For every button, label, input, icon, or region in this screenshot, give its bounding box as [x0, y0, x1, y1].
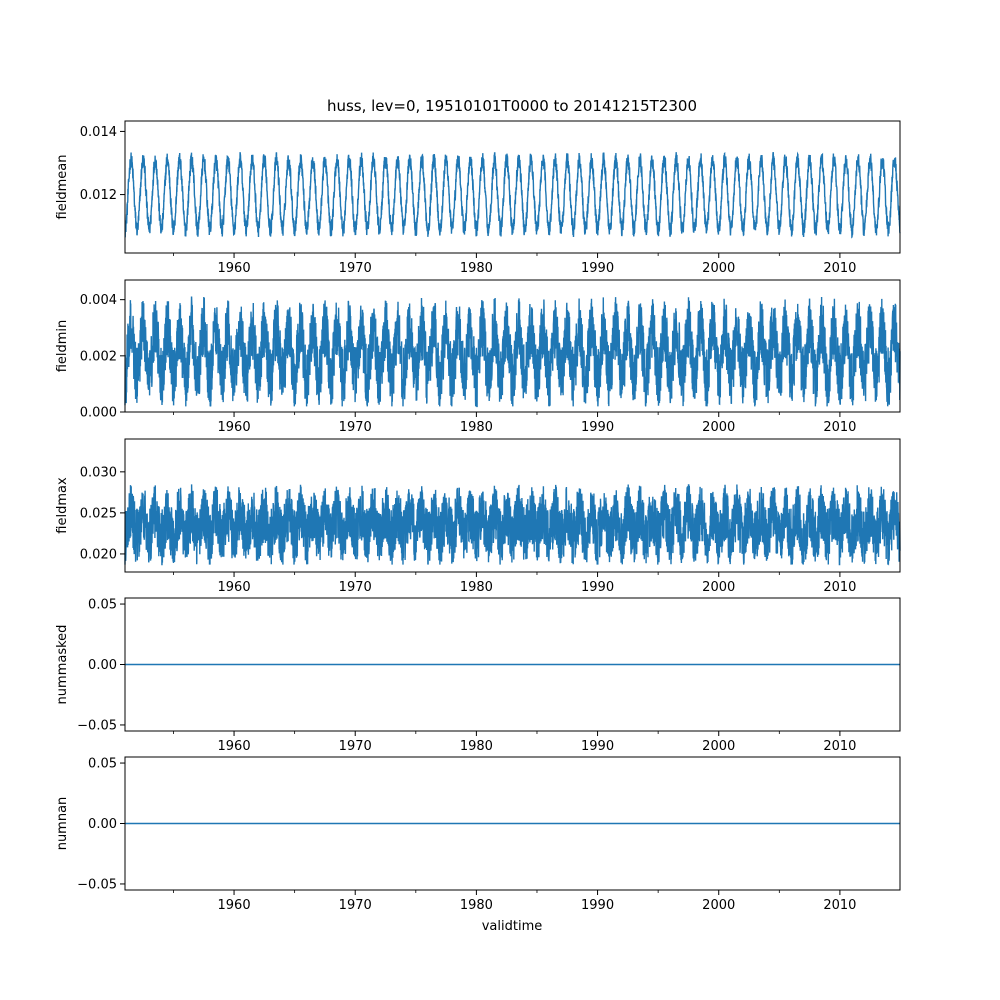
panel-fieldmean: 1960 1970 1980 1990 2000 2010 0.012 0.014 fieldm… [55, 120, 901, 276]
x-tick-label: 2010 [823, 739, 856, 754]
x-tick-label: 1990 [581, 261, 614, 276]
x-tick-label: 1960 [218, 420, 251, 435]
x-tick-label: 1970 [339, 898, 372, 913]
y-tick-label: −0.05 [77, 718, 117, 733]
x-tick-label: 1980 [460, 580, 493, 595]
axes-frame-fieldmax [124, 438, 901, 573]
series-line-fieldmax [124, 484, 901, 566]
x-tick-label: 1990 [581, 420, 614, 435]
y-tick-label: 0.025 [80, 506, 117, 521]
x-tick-label: 1980 [460, 898, 493, 913]
y-axis-label: fieldmax [55, 477, 70, 534]
axes-frame-fieldmin [124, 279, 901, 413]
x-tick-label: 1970 [339, 739, 372, 754]
x-tick-label: 2000 [702, 898, 735, 913]
panel-fieldmin: 1960 1970 1980 1990 2000 2010 0.000 0.002 0.004 f… [55, 279, 901, 435]
y-axis-label: numnan [55, 797, 70, 851]
x-tick-label: 2000 [702, 580, 735, 595]
y-axis-label: fieldmean [55, 155, 70, 220]
y-tick-label: 0.002 [80, 349, 117, 364]
x-tick-label: 2010 [823, 420, 856, 435]
x-axis-label: validtime [482, 919, 543, 934]
x-tick-label: 2010 [823, 580, 856, 595]
y-tick-label: 0.014 [80, 125, 117, 140]
panel-numnan: 1960 1970 1980 1990 2000 2010 −0.05 0.00 0.05 num… [55, 756, 901, 913]
panel-fieldmax: 1960 1970 1980 1990 2000 2010 0.020 0.025 0.030 f… [55, 438, 901, 595]
y-tick-label: 0.012 [80, 188, 117, 203]
y-tick-label: 0.00 [88, 658, 117, 673]
y-axis-label: fieldmin [55, 320, 70, 373]
y-axis-label: nummasked [55, 625, 70, 705]
series-line-fieldmin [124, 296, 901, 408]
x-tick-label: 2010 [823, 898, 856, 913]
y-tick-label: 0.030 [80, 465, 117, 480]
x-tick-label: 1960 [218, 580, 251, 595]
x-tick-label: 1990 [581, 739, 614, 754]
x-tick-label: 1970 [339, 420, 372, 435]
y-tick-label: 0.020 [80, 547, 117, 562]
chart-title: huss, lev=0, 19510101T0000 to 20141215T2… [327, 97, 697, 115]
y-tick-label: −0.05 [77, 877, 117, 892]
x-tick-label: 1990 [581, 580, 614, 595]
y-tick-label: 0.05 [88, 598, 117, 613]
series-line-fieldmean [124, 151, 901, 239]
x-tick-label: 1980 [460, 261, 493, 276]
y-tick-label: 0.000 [80, 406, 117, 421]
axes-frame-fieldmean [124, 120, 901, 254]
x-tick-label: 1970 [339, 261, 372, 276]
x-tick-label: 1990 [581, 898, 614, 913]
x-tick-label: 2000 [702, 261, 735, 276]
y-tick-label: 0.05 [88, 757, 117, 772]
x-tick-label: 1960 [218, 739, 251, 754]
x-tick-label: 1980 [460, 420, 493, 435]
x-tick-label: 1980 [460, 739, 493, 754]
y-tick-label: 0.00 [88, 817, 117, 832]
x-tick-label: 1960 [218, 261, 251, 276]
x-tick-label: 1960 [218, 898, 251, 913]
panel-nummasked: 1960 1970 1980 1990 2000 2010 −0.05 0.00 0.05 num… [55, 597, 901, 754]
y-tick-label: 0.004 [80, 293, 117, 308]
x-tick-label: 1970 [339, 580, 372, 595]
x-tick-label: 2010 [823, 261, 856, 276]
x-tick-label: 2000 [702, 739, 735, 754]
x-tick-label: 2000 [702, 420, 735, 435]
